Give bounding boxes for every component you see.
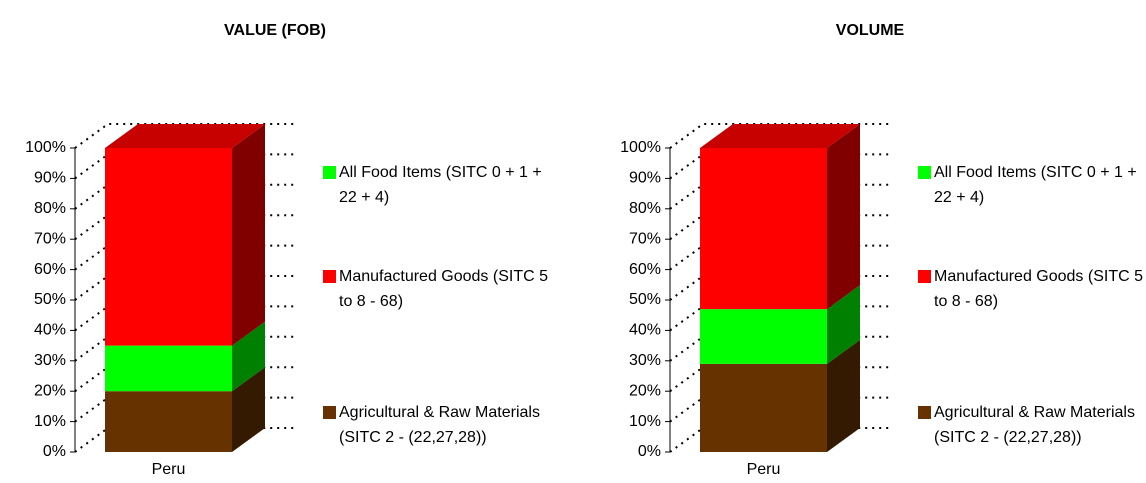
legend-swatch	[323, 166, 336, 179]
chart-title: VOLUME	[836, 22, 905, 39]
legend-item: All Food Items (SITC 0 + 1 + 22 + 4)	[918, 160, 1143, 210]
y-tick-label: 40%	[34, 322, 66, 339]
bar-segment	[105, 391, 232, 452]
bar-segment	[700, 363, 827, 452]
y-tick-label: 100%	[620, 139, 661, 156]
chart-title: VALUE (FOB)	[224, 22, 326, 39]
y-tick-label: 60%	[34, 261, 66, 278]
y-tick-label: 20%	[629, 382, 661, 399]
bar-side	[232, 367, 265, 452]
bar-segment	[700, 148, 827, 310]
bar-side	[232, 321, 265, 392]
y-tick-label: 20%	[34, 382, 66, 399]
legend-swatch	[918, 166, 931, 179]
legend-swatch	[918, 270, 931, 283]
legend-item: Manufactured Goods (SITC 5 to 8 - 68)	[918, 264, 1143, 314]
legend-label: Agricultural & Raw Materials (SITC 2 - (…	[339, 404, 540, 446]
y-tick-label: 0%	[638, 443, 661, 460]
legend-item: Agricultural & Raw Materials (SITC 2 - (…	[323, 400, 563, 450]
y-tick-label: 70%	[629, 230, 661, 247]
legend-label: Manufactured Goods (SITC 5 to 8 - 68)	[339, 268, 548, 310]
y-tick-label: 0%	[43, 443, 66, 460]
bar-side	[827, 285, 860, 364]
bar-top	[700, 124, 860, 148]
y-tick-label: 90%	[34, 170, 66, 187]
legend-label: Manufactured Goods (SITC 5 to 8 - 68)	[934, 268, 1143, 310]
bar-segment	[105, 345, 232, 392]
y-tick-label: 10%	[629, 413, 661, 430]
y-tick-label: 70%	[34, 230, 66, 247]
y-tick-label: 50%	[629, 291, 661, 308]
bar-segment	[700, 309, 827, 364]
y-tick-label: 30%	[34, 352, 66, 369]
y-tick-label: 10%	[34, 413, 66, 430]
y-tick-label: 80%	[34, 200, 66, 217]
y-tick-label: 40%	[629, 322, 661, 339]
bar-segment	[105, 148, 232, 346]
bar-side	[827, 124, 860, 310]
y-tick-label: 90%	[629, 170, 661, 187]
legend-swatch	[323, 270, 336, 283]
y-tick-label: 80%	[629, 200, 661, 217]
x-tick-label: Peru	[747, 461, 781, 478]
legend-label: All Food Items (SITC 0 + 1 + 22 + 4)	[934, 164, 1137, 206]
y-tick-label: 60%	[629, 261, 661, 278]
legend-label: All Food Items (SITC 0 + 1 + 22 + 4)	[339, 164, 542, 206]
legend-label: Agricultural & Raw Materials (SITC 2 - (…	[934, 404, 1135, 446]
bar-side	[827, 339, 860, 452]
y-tick-label: 50%	[34, 291, 66, 308]
legend-swatch	[918, 406, 931, 419]
y-tick-label: 100%	[25, 139, 66, 156]
bar-side	[232, 124, 265, 346]
bar-top	[105, 124, 265, 148]
x-tick-label: Peru	[152, 461, 186, 478]
legend-item: Manufactured Goods (SITC 5 to 8 - 68)	[323, 264, 563, 314]
legend-swatch	[323, 406, 336, 419]
legend-item: All Food Items (SITC 0 + 1 + 22 + 4)	[323, 160, 563, 210]
legend-item: Agricultural & Raw Materials (SITC 2 - (…	[918, 400, 1143, 450]
y-tick-label: 30%	[629, 352, 661, 369]
